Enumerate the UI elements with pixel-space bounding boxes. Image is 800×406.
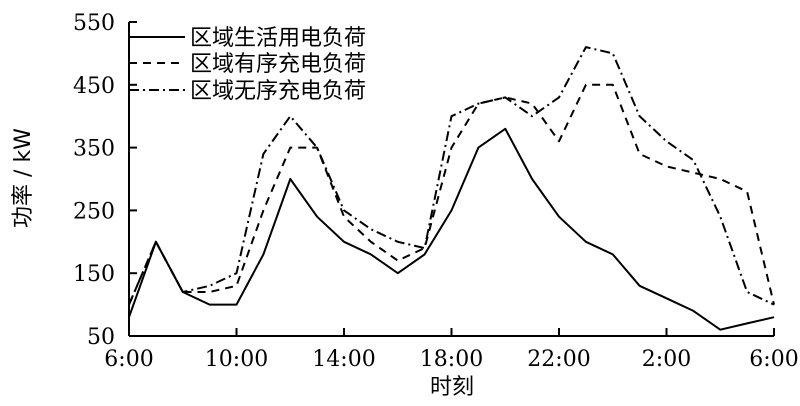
y-tick-label: 150 <box>73 262 115 287</box>
x-axis-title: 时刻 <box>430 375 474 400</box>
series-line-disordered-charging <box>128 46 775 306</box>
y-tick-label: 50 <box>87 325 115 350</box>
y-ticks: 50 150 250 350 450 550 <box>73 11 137 350</box>
legend-label-disordered-charging: 区域无序充电负荷 <box>190 79 366 104</box>
x-tick-label: 10:00 <box>205 347 268 372</box>
x-ticks: 6:00 10:00 14:00 18:00 22:00 2:00 6:00 <box>104 328 799 372</box>
y-tick-label: 250 <box>73 199 115 224</box>
y-axis-title: 功率 / kW <box>11 128 36 228</box>
legend: 区域生活用电负荷 区域有序充电负荷 区域无序充电负荷 <box>129 26 366 104</box>
plot-area: 50 150 250 350 450 550 6:00 10:00 14:00 18:00 22:… <box>73 11 799 372</box>
legend-label-ordered-charging: 区域有序充电负荷 <box>190 52 366 77</box>
x-tick-label: 2:00 <box>642 347 691 372</box>
series-lines <box>128 46 775 331</box>
x-tick-label: 14:00 <box>312 347 375 372</box>
y-tick-label: 350 <box>73 137 115 162</box>
x-tick-label: 6:00 <box>104 347 153 372</box>
x-tick-label: 6:00 <box>749 347 798 372</box>
y-tick-label: 450 <box>73 74 115 99</box>
x-tick-label: 18:00 <box>420 347 483 372</box>
legend-label-residential: 区域生活用电负荷 <box>190 26 366 51</box>
series-line-ordered-charging <box>128 83 775 305</box>
series-line-residential <box>128 127 775 331</box>
y-tick-label: 550 <box>73 11 115 36</box>
x-tick-label: 22:00 <box>527 347 590 372</box>
